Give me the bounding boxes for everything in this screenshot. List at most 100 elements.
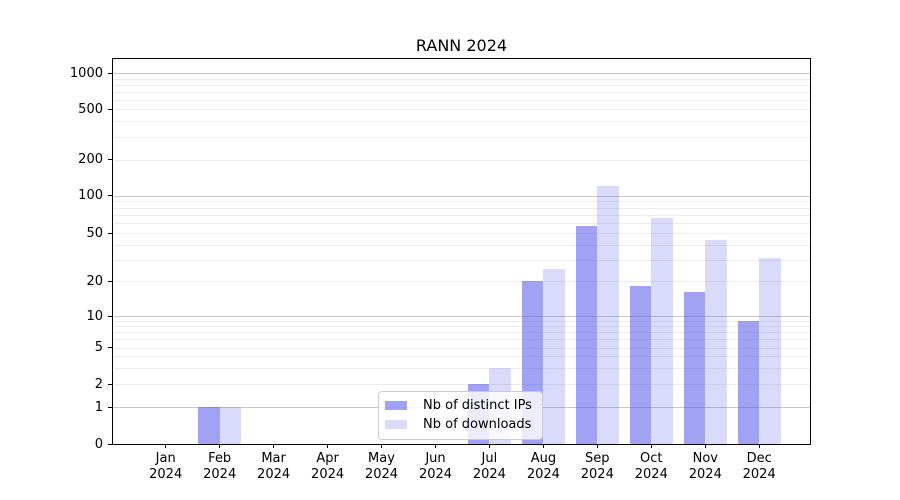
grid-line-minor bbox=[113, 326, 810, 328]
y-tick-mark bbox=[108, 108, 113, 110]
grid-line-minor bbox=[113, 347, 810, 349]
x-tick-year: 2024 bbox=[742, 466, 776, 482]
x-tick-label: Mar 2024 bbox=[246, 451, 302, 482]
grid-line-minor bbox=[113, 121, 810, 123]
y-tick-mark bbox=[108, 195, 113, 196]
x-tick-month: May bbox=[368, 451, 395, 466]
bar-downloads bbox=[651, 218, 673, 444]
x-tick-label: May 2024 bbox=[354, 451, 410, 482]
x-tick-label: Sep 2024 bbox=[569, 451, 625, 482]
x-tick-label: Jan 2024 bbox=[138, 451, 194, 482]
x-tick-mark bbox=[273, 444, 275, 448]
bar-distinct-ips bbox=[575, 225, 598, 444]
grid-line-minor bbox=[113, 259, 810, 261]
grid-line-minor bbox=[113, 339, 810, 341]
grid-line-minor bbox=[113, 201, 810, 203]
x-tick-year: 2024 bbox=[203, 466, 237, 482]
x-tick-mark bbox=[327, 444, 329, 448]
x-tick-label: Nov 2024 bbox=[677, 451, 733, 482]
grid-line-minor bbox=[113, 356, 810, 358]
x-tick-month: Nov bbox=[692, 451, 718, 466]
bar-distinct-ips bbox=[683, 292, 706, 444]
y-tick-mark bbox=[108, 280, 113, 282]
y-tick-label: 50 bbox=[86, 225, 103, 241]
x-tick-month: Mar bbox=[261, 451, 286, 466]
grid-line-minor bbox=[113, 78, 810, 80]
grid-line-minor bbox=[113, 281, 810, 282]
x-tick-label: Apr 2024 bbox=[300, 451, 356, 482]
legend: Nb of distinct IPs Nb of downloads bbox=[378, 391, 543, 440]
legend-row-downloads: Nb of downloads bbox=[385, 415, 542, 434]
legend-label-downloads: Nb of downloads bbox=[423, 417, 532, 432]
grid-line-minor bbox=[113, 223, 810, 225]
grid-line-minor bbox=[113, 137, 810, 139]
x-tick-mark bbox=[435, 444, 436, 448]
x-tick-year: 2024 bbox=[580, 466, 614, 482]
bar-downloads bbox=[705, 239, 727, 444]
x-tick-label: Jul 2024 bbox=[461, 451, 517, 482]
x-tick-mark bbox=[596, 444, 598, 448]
y-tick-mark bbox=[108, 72, 113, 74]
x-tick-label: Jun 2024 bbox=[408, 451, 464, 482]
bar-downloads bbox=[759, 258, 781, 444]
grid-line-minor bbox=[113, 244, 810, 246]
legend-label-distinct-ips: Nb of distinct IPs bbox=[423, 398, 532, 413]
bar-distinct-ips bbox=[629, 286, 652, 444]
grid-line-major bbox=[113, 316, 810, 317]
x-tick-month: Sep bbox=[585, 451, 610, 466]
grid-line-major bbox=[113, 195, 810, 197]
x-tick-month: Jun bbox=[425, 451, 446, 466]
y-tick-label: 1 bbox=[94, 399, 103, 415]
y-tick-mark bbox=[108, 159, 113, 160]
grid-line-minor bbox=[113, 332, 810, 334]
x-tick-mark bbox=[758, 444, 760, 448]
y-tick-mark bbox=[108, 232, 113, 234]
grid-line-minor bbox=[113, 367, 810, 369]
x-tick-year: 2024 bbox=[418, 466, 453, 482]
bar-downloads bbox=[597, 186, 619, 444]
y-tick-label: 10 bbox=[86, 308, 103, 324]
y-tick-label: 5 bbox=[94, 340, 103, 355]
x-tick-mark bbox=[381, 444, 382, 448]
x-tick-year: 2024 bbox=[634, 466, 668, 482]
grid-line-minor bbox=[113, 84, 810, 86]
grid-line-major bbox=[113, 73, 810, 74]
x-tick-month: Dec bbox=[746, 451, 772, 466]
bar-downloads bbox=[543, 269, 565, 444]
y-tick-label: 1000 bbox=[69, 65, 103, 81]
bar-distinct-ips bbox=[198, 407, 220, 444]
chart-title: RANN 2024 bbox=[415, 36, 508, 55]
x-tick-month: Jan bbox=[155, 451, 176, 466]
y-tick-mark bbox=[108, 315, 113, 317]
grid-line-minor bbox=[113, 214, 810, 216]
x-tick-mark bbox=[219, 444, 221, 448]
y-tick-label: 500 bbox=[78, 101, 103, 117]
x-tick-mark bbox=[542, 444, 544, 448]
x-tick-mark bbox=[488, 444, 490, 448]
bar-downloads bbox=[219, 407, 242, 444]
bar-distinct-ips bbox=[737, 320, 760, 444]
x-tick-mark bbox=[165, 444, 167, 448]
x-tick-month: Oct bbox=[640, 451, 663, 466]
grid-line-minor bbox=[113, 159, 810, 161]
x-tick-mark bbox=[704, 444, 706, 448]
y-tick-label: 200 bbox=[78, 152, 103, 167]
x-tick-mark bbox=[650, 444, 652, 448]
x-tick-year: 2024 bbox=[364, 466, 399, 482]
grid-line-minor bbox=[113, 207, 810, 209]
x-tick-month: Apr bbox=[316, 451, 339, 466]
y-tick-mark bbox=[108, 406, 113, 408]
x-tick-label: Dec 2024 bbox=[731, 451, 787, 482]
legend-swatch-distinct-ips bbox=[385, 401, 407, 410]
x-tick-month: Jul bbox=[481, 451, 498, 466]
grid-line-minor bbox=[113, 384, 810, 385]
grid-line-minor bbox=[113, 99, 810, 101]
legend-row-distinct-ips: Nb of distinct IPs bbox=[385, 396, 542, 415]
y-tick-mark bbox=[108, 443, 113, 445]
grid-line-minor bbox=[113, 320, 810, 322]
x-tick-year: 2024 bbox=[311, 466, 345, 482]
grid-line-minor bbox=[113, 91, 810, 93]
y-tick-mark bbox=[108, 383, 113, 385]
y-tick-label: 100 bbox=[78, 188, 103, 203]
